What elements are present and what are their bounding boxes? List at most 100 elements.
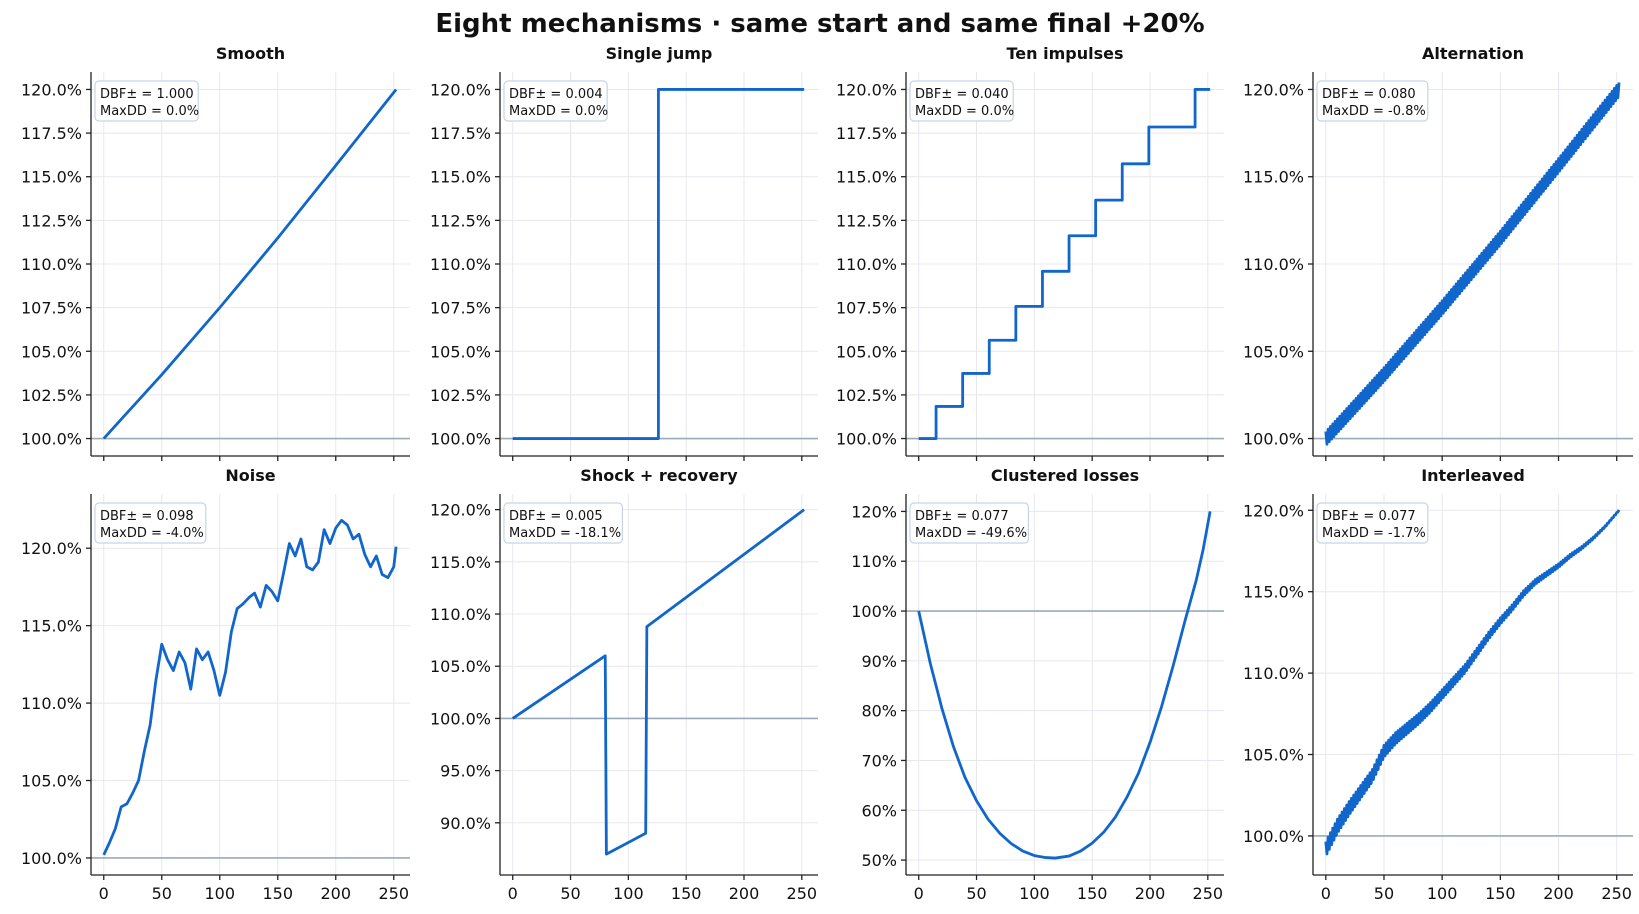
x-tick-label: 200 [729, 884, 760, 903]
maxdd-value: MaxDD = -4.0% [100, 526, 204, 541]
y-tick-label: 120.0% [21, 539, 82, 558]
stats-annotation: DBF± = 0.005 MaxDD = -18.1% [503, 502, 624, 544]
maxdd-value: MaxDD = 0.0% [100, 104, 199, 119]
y-tick-label: 105.0% [430, 342, 491, 361]
y-tick-label: 120.0% [836, 80, 897, 99]
y-tick-label: 112.5% [21, 211, 82, 230]
x-tick-label: 50 [1374, 884, 1394, 903]
y-tick-label: 115.0% [21, 168, 82, 187]
y-tick-label: 100.0% [1243, 430, 1304, 449]
y-tick-label: 117.5% [21, 124, 82, 143]
figure-title: Eight mechanisms · same start and same f… [435, 9, 1204, 39]
y-tick-label: 100.0% [836, 430, 897, 449]
panel-5: 100.0% 105.0% 110.0% 115.0% 120.0% 0 50 100 150 2… [21, 466, 410, 903]
x-tick-label: 0 [508, 884, 518, 903]
dbf-value: DBF± = 1.000 [100, 87, 194, 102]
x-tick-label: 250 [1601, 884, 1632, 903]
y-tick-label: 102.5% [836, 386, 897, 405]
x-tick-label: 150 [671, 884, 702, 903]
y-tick-label: 110.0% [21, 694, 82, 713]
series-line [102, 88, 398, 440]
dbf-value: DBF± = 0.098 [100, 509, 194, 524]
x-tick-label: 100 [1427, 884, 1458, 903]
stats-annotation: DBF± = 0.077 MaxDD = -1.7% [1316, 502, 1429, 544]
y-tick-label: 115.0% [430, 168, 491, 187]
y-tick-label: 115.0% [836, 168, 897, 187]
stats-annotation: DBF± = 0.077 MaxDD = -49.6% [909, 502, 1030, 544]
series-line [917, 511, 1212, 860]
y-tick-label: 112.5% [836, 211, 897, 230]
x-tick-label: 200 [320, 884, 351, 903]
y-tick-label: 120% [851, 502, 897, 521]
panel-3: 100.0% 102.5% 105.0% 107.5% 110.0% 112.5% 115.… [836, 44, 1224, 461]
y-tick-label: 107.5% [430, 299, 491, 318]
panel-title: Shock + recovery [580, 466, 738, 485]
x-tick-label: 150 [262, 884, 293, 903]
panel-title: Interleaved [1421, 466, 1525, 485]
y-tick-label: 105.0% [21, 772, 82, 791]
maxdd-value: MaxDD = -18.1% [509, 526, 621, 541]
dbf-value: DBF± = 0.040 [915, 87, 1009, 102]
y-tick-label: 110.0% [430, 255, 491, 274]
x-tick-label: 0 [99, 884, 109, 903]
y-tick-label: 110.0% [1243, 664, 1304, 683]
y-tick-label: 110.0% [21, 255, 82, 274]
y-tick-label: 102.5% [430, 386, 491, 405]
y-tick-label: 90% [861, 652, 897, 671]
stats-annotation: DBF± = 0.098 MaxDD = -4.0% [94, 502, 207, 544]
y-tick-label: 115.0% [1243, 168, 1304, 187]
x-tick-label: 150 [1485, 884, 1516, 903]
y-tick-label: 100% [851, 602, 897, 621]
series-line [512, 88, 805, 440]
y-tick-label: 120.0% [21, 80, 82, 99]
panel-6: 90.0% 95.0% 100.0% 105.0% 110.0% 115.0% 120.0%… [430, 466, 818, 903]
y-tick-label: 120.0% [430, 80, 491, 99]
x-tick-label: 200 [1135, 884, 1166, 903]
dbf-value: DBF± = 0.077 [1322, 509, 1416, 524]
series-line [1324, 82, 1621, 446]
y-tick-label: 107.5% [836, 299, 897, 318]
panel-1: 100.0% 102.5% 105.0% 107.5% 110.0% 112.5% 115.… [21, 44, 410, 461]
y-tick-label: 80% [861, 702, 897, 721]
x-tick-label: 250 [1193, 884, 1224, 903]
y-tick-label: 115.0% [1243, 583, 1304, 602]
x-tick-label: 0 [914, 884, 924, 903]
stats-annotation: DBF± = 0.040 MaxDD = 0.0% [909, 80, 1014, 122]
maxdd-value: MaxDD = 0.0% [509, 104, 608, 119]
x-tick-label: 50 [152, 884, 172, 903]
series-line [918, 88, 1211, 440]
panel-title: Clustered losses [991, 466, 1139, 485]
series-line [511, 508, 805, 856]
maxdd-value: MaxDD = 0.0% [915, 104, 1014, 119]
y-tick-label: 117.5% [836, 124, 897, 143]
y-tick-label: 105.0% [430, 657, 491, 676]
y-tick-label: 110% [851, 552, 897, 571]
maxdd-value: MaxDD = -1.7% [1322, 526, 1426, 541]
panel-4: 100.0% 105.0% 110.0% 115.0% 120.0% Alternatio… [1243, 44, 1633, 461]
y-tick-label: 105.0% [1243, 342, 1304, 361]
x-tick-label: 150 [1077, 884, 1108, 903]
stats-annotation: DBF± = 0.004 MaxDD = 0.0% [503, 80, 608, 122]
panel-8: 100.0% 105.0% 110.0% 115.0% 120.0% 0 50 100 150 2… [1243, 466, 1633, 903]
y-tick-label: 95.0% [440, 762, 491, 781]
y-tick-label: 120.0% [1243, 501, 1304, 520]
stats-annotation: DBF± = 1.000 MaxDD = 0.0% [94, 80, 199, 122]
y-tick-label: 90.0% [440, 814, 491, 833]
x-tick-label: 250 [787, 884, 818, 903]
x-tick-label: 50 [560, 884, 580, 903]
x-tick-label: 200 [1543, 884, 1574, 903]
y-tick-label: 115.0% [21, 617, 82, 636]
y-tick-label: 110.0% [430, 605, 491, 624]
x-tick-label: 250 [378, 884, 409, 903]
panel-title: Ten impulses [1007, 44, 1124, 63]
y-tick-label: 105.0% [21, 342, 82, 361]
y-tick-label: 60% [861, 801, 897, 820]
y-tick-label: 110.0% [836, 255, 897, 274]
y-tick-label: 102.5% [21, 386, 82, 405]
maxdd-value: MaxDD = -0.8% [1322, 104, 1426, 119]
panel-title: Alternation [1422, 44, 1524, 63]
x-tick-label: 100 [204, 884, 235, 903]
y-tick-label: 110.0% [1243, 255, 1304, 274]
y-tick-label: 117.5% [430, 124, 491, 143]
